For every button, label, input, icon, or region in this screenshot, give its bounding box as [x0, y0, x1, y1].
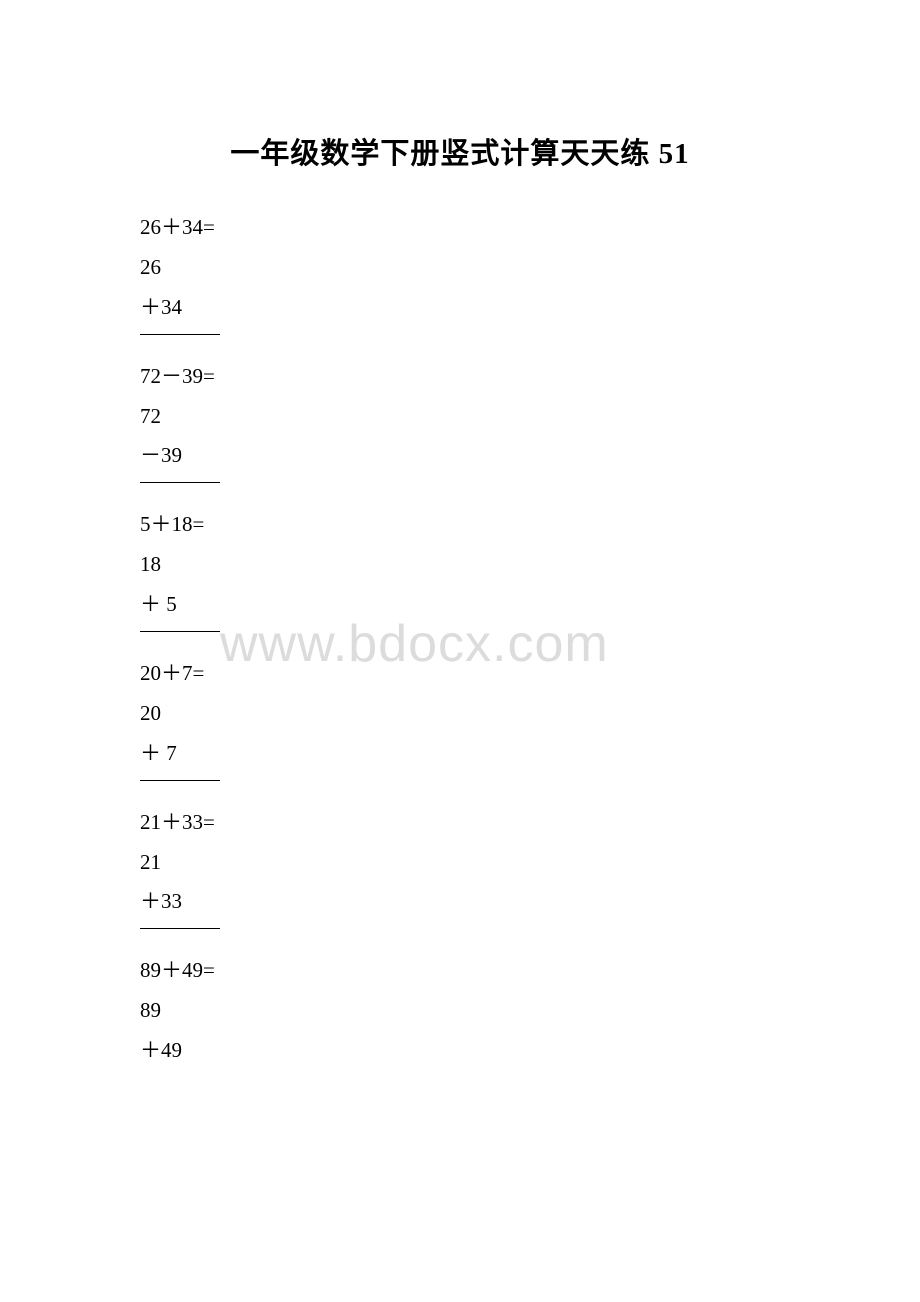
vertical-bottom: ＋ 7 [140, 734, 780, 774]
vertical-bottom: ＋49 [140, 1031, 780, 1071]
problem-block: 89＋49= 89 ＋49 [140, 951, 780, 1071]
problem-block: 20＋7= 20 ＋ 7 [140, 654, 780, 781]
equation-text: 26＋34= [140, 208, 780, 248]
vertical-top: 26 [140, 248, 780, 288]
equation-text: 20＋7= [140, 654, 780, 694]
problem-block: 21＋33= 21 ＋33 [140, 803, 780, 930]
equation-text: 21＋33= [140, 803, 780, 843]
problem-block: 26＋34= 26 ＋34 [140, 208, 780, 335]
separator [140, 334, 220, 335]
page-container: 一年级数学下册竖式计算天天练 51 26＋34= 26 ＋34 72－39= 7… [0, 0, 920, 1127]
vertical-top: 20 [140, 694, 780, 734]
vertical-top: 21 [140, 843, 780, 883]
problem-block: 5＋18= 18 ＋ 5 [140, 505, 780, 632]
equation-text: 89＋49= [140, 951, 780, 991]
equation-text: 72－39= [140, 357, 780, 397]
separator [140, 631, 220, 632]
vertical-top: 18 [140, 545, 780, 585]
vertical-bottom: ＋34 [140, 288, 780, 328]
vertical-bottom: －39 [140, 436, 780, 476]
vertical-top: 89 [140, 991, 780, 1031]
vertical-bottom: ＋ 5 [140, 585, 780, 625]
separator [140, 928, 220, 929]
equation-text: 5＋18= [140, 505, 780, 545]
vertical-bottom: ＋33 [140, 882, 780, 922]
separator [140, 482, 220, 483]
separator [140, 780, 220, 781]
page-title: 一年级数学下册竖式计算天天练 51 [140, 130, 780, 172]
problem-block: 72－39= 72 －39 [140, 357, 780, 484]
vertical-top: 72 [140, 397, 780, 437]
